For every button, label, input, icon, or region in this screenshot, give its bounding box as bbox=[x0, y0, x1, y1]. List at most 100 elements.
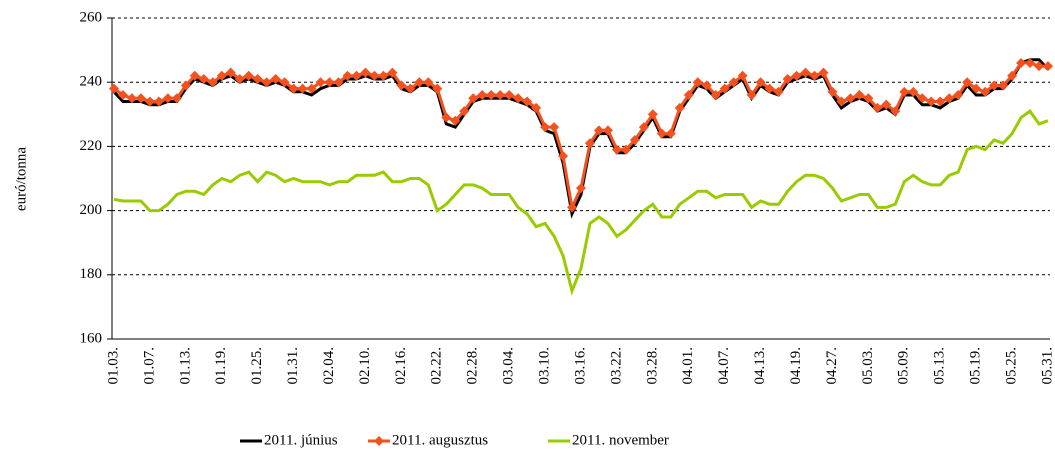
x-tick-label: 01.03. bbox=[105, 347, 121, 385]
series-line bbox=[113, 108, 1049, 296]
x-tick-label: 04.19. bbox=[788, 347, 804, 385]
y-tick-label: 260 bbox=[80, 9, 103, 25]
x-tick-label: 04.01. bbox=[680, 347, 696, 385]
series-marker bbox=[926, 96, 937, 107]
x-tick-label: 05.09. bbox=[896, 347, 912, 385]
series-marker bbox=[189, 70, 200, 81]
x-tick-label: 05.25. bbox=[1004, 347, 1020, 385]
series-marker bbox=[225, 67, 236, 78]
series-marker bbox=[701, 80, 712, 91]
series-marker bbox=[737, 70, 748, 81]
series-marker bbox=[746, 90, 757, 101]
x-tick-label: 03.04. bbox=[501, 347, 517, 385]
series-marker bbox=[602, 125, 613, 136]
series-marker bbox=[593, 125, 604, 136]
series-marker bbox=[243, 70, 254, 81]
series-marker bbox=[324, 77, 335, 88]
series-marker bbox=[611, 144, 622, 155]
series-marker bbox=[827, 86, 838, 97]
series-marker bbox=[450, 115, 461, 126]
series-marker bbox=[387, 67, 398, 78]
x-tick-label: 02.28. bbox=[465, 347, 481, 385]
x-tick-label: 01.13. bbox=[177, 347, 193, 385]
series-marker bbox=[953, 90, 964, 101]
series-marker bbox=[908, 86, 919, 97]
series-marker bbox=[1025, 57, 1036, 68]
x-tick-label: 02.22. bbox=[429, 347, 445, 385]
series-marker bbox=[405, 83, 416, 94]
series-marker bbox=[369, 70, 380, 81]
x-tick-label: 04.07. bbox=[716, 347, 732, 385]
series-marker bbox=[558, 151, 569, 162]
series-marker bbox=[459, 106, 470, 117]
x-tick-label: 01.31. bbox=[285, 347, 301, 385]
series-marker bbox=[513, 93, 524, 104]
series-marker bbox=[180, 80, 191, 91]
series-marker bbox=[297, 83, 308, 94]
series-marker bbox=[117, 90, 128, 101]
series-marker bbox=[728, 77, 739, 88]
series-marker bbox=[468, 93, 479, 104]
series-marker bbox=[1016, 57, 1027, 68]
series-marker bbox=[638, 122, 649, 133]
series-marker bbox=[584, 138, 595, 149]
series-marker bbox=[755, 77, 766, 88]
series-marker bbox=[872, 102, 883, 113]
y-tick-label: 220 bbox=[80, 138, 103, 154]
x-tick-label: 01.07. bbox=[141, 347, 157, 385]
series-marker bbox=[252, 73, 263, 84]
series-marker bbox=[306, 83, 317, 94]
x-tick-label: 02.16. bbox=[393, 347, 409, 385]
series-marker bbox=[782, 73, 793, 84]
x-tick-label: 04.27. bbox=[824, 347, 840, 385]
series-marker bbox=[620, 144, 631, 155]
series-marker bbox=[710, 90, 721, 101]
y-tick-label: 160 bbox=[80, 330, 103, 346]
series-marker bbox=[899, 86, 910, 97]
series-marker bbox=[477, 90, 488, 101]
series-marker bbox=[342, 70, 353, 81]
series-marker bbox=[216, 70, 227, 81]
series-marker bbox=[791, 70, 802, 81]
series-marker bbox=[917, 93, 928, 104]
series-marker bbox=[836, 96, 847, 107]
series-marker bbox=[234, 73, 245, 84]
series-marker bbox=[432, 83, 443, 94]
series-marker bbox=[647, 109, 658, 120]
x-tick-label: 05.19. bbox=[968, 347, 984, 385]
y-axis-label: euró/tonna bbox=[13, 147, 29, 211]
series-marker bbox=[531, 102, 542, 113]
series-marker bbox=[351, 70, 362, 81]
series-marker bbox=[279, 77, 290, 88]
x-tick-label: 03.28. bbox=[644, 347, 660, 385]
series-marker bbox=[719, 83, 730, 94]
x-tick-label: 05.03. bbox=[860, 347, 876, 385]
legend-marker bbox=[374, 436, 384, 446]
series-marker bbox=[261, 77, 272, 88]
series-marker bbox=[540, 122, 551, 133]
series-marker bbox=[971, 83, 982, 94]
series-marker bbox=[378, 70, 389, 81]
series-marker bbox=[980, 86, 991, 97]
series-marker bbox=[576, 183, 586, 194]
series-marker bbox=[135, 93, 146, 104]
y-tick-label: 180 bbox=[80, 266, 103, 282]
series-marker bbox=[360, 67, 371, 78]
x-tick-label: 03.22. bbox=[608, 347, 624, 385]
series-marker bbox=[144, 96, 155, 107]
series-marker bbox=[162, 93, 173, 104]
series-marker bbox=[1043, 61, 1053, 72]
series-marker bbox=[504, 90, 515, 101]
legend-label: 2011. június bbox=[264, 432, 338, 448]
x-tick-label: 03.10. bbox=[537, 347, 553, 385]
series-marker bbox=[962, 77, 973, 88]
legend-label: 2011. augusztus bbox=[392, 432, 488, 448]
series-marker bbox=[333, 77, 344, 88]
y-tick-label: 240 bbox=[80, 74, 103, 90]
series-marker bbox=[764, 83, 775, 94]
series-marker bbox=[171, 93, 182, 104]
series-marker bbox=[567, 202, 578, 213]
x-tick-label: 01.25. bbox=[249, 347, 265, 385]
series-marker bbox=[890, 106, 901, 117]
